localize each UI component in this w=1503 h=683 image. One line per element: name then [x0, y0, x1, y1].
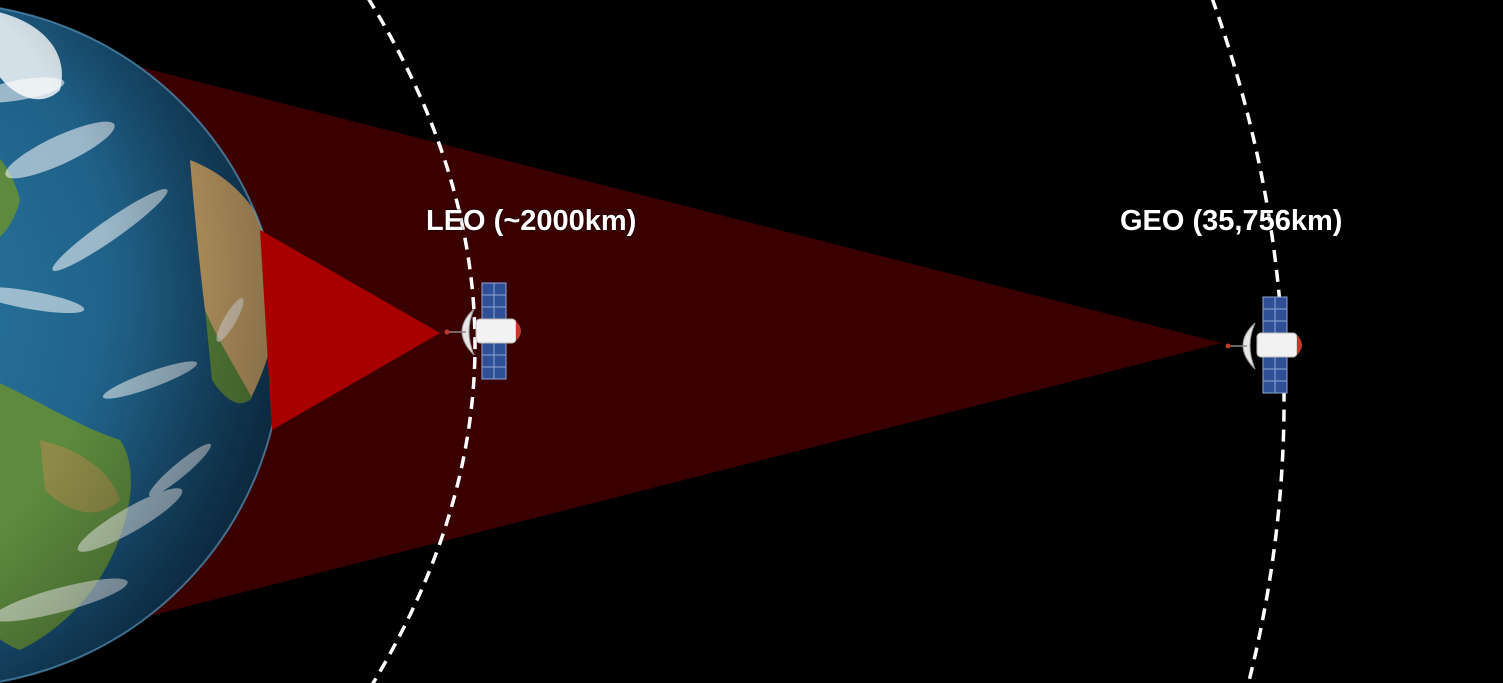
leo-orbit-path [367, 0, 477, 683]
leo-orbit-label: LEO (~2000km) [426, 205, 637, 237]
geo-satellite-icon [1225, 296, 1302, 394]
geo-coverage-cone [75, 58, 1222, 635]
earth-icon [0, 7, 283, 683]
leo-satellite-icon [444, 282, 521, 380]
geo-orbit-label: GEO (35,756km) [1120, 205, 1343, 237]
leo-coverage-cone [260, 230, 440, 430]
